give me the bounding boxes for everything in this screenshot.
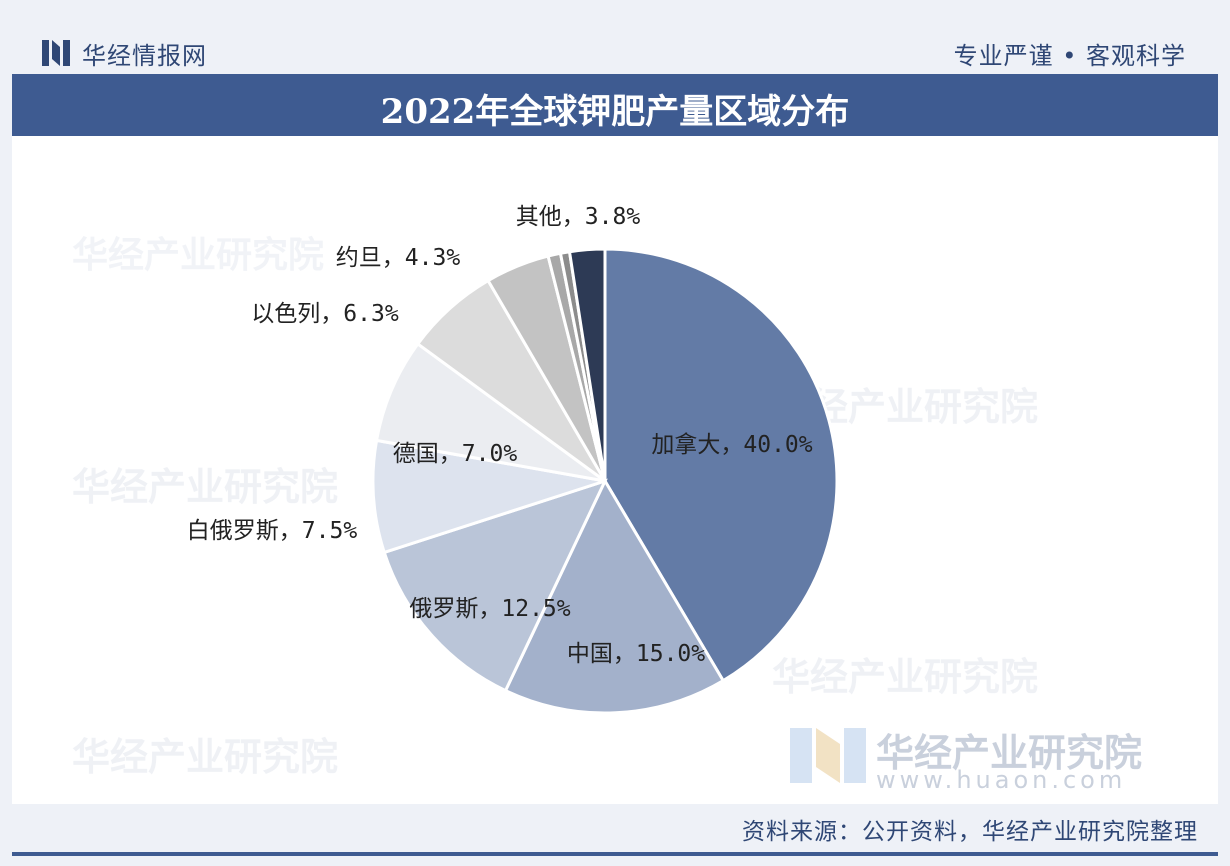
brand-name: 华经情报网 bbox=[82, 42, 207, 70]
pie-slice-3 bbox=[371, 438, 606, 555]
pie-label-4: 德国，7.0% bbox=[393, 441, 518, 467]
pie-label-5: 以色列，6.3% bbox=[251, 301, 399, 327]
watermark-logo-icon bbox=[790, 728, 866, 783]
pie-slice-4 bbox=[374, 341, 606, 483]
top-bar: 华经情报网 专业严谨 • 客观科学 bbox=[12, 18, 1218, 74]
pie-slice-0 bbox=[603, 247, 839, 683]
pie-label-2: 俄罗斯，12.5% bbox=[409, 596, 570, 622]
footer: 资料来源：公开资料，华经产业研究院整理 bbox=[12, 804, 1218, 850]
watermark-brand: 华经产业研究院 bbox=[876, 731, 1143, 775]
pie-label-3: 白俄罗斯，7.5% bbox=[187, 518, 358, 544]
source-note: 资料来源：公开资料，华经产业研究院整理 bbox=[742, 819, 1198, 845]
brand-logo-icon bbox=[42, 40, 70, 66]
pie-slice-2 bbox=[382, 478, 608, 693]
slogan: 专业严谨 • 客观科学 bbox=[953, 42, 1186, 70]
pie-label-6: 约旦，4.3% bbox=[336, 245, 461, 271]
bottom-rule bbox=[12, 852, 1218, 856]
watermark-url: www.huaon.com bbox=[876, 766, 1127, 794]
title-bar: 2022年全球钾肥产量区域分布 bbox=[12, 74, 1218, 136]
pie-label-1: 中国，15.0% bbox=[567, 641, 705, 667]
chart-title: 2022年全球钾肥产量区域分布 bbox=[380, 92, 850, 132]
pie-label-0: 加拿大，40.0% bbox=[651, 431, 812, 458]
pie-label-7: 其他，3.8% bbox=[516, 204, 641, 230]
pie-slice-1 bbox=[503, 477, 726, 715]
pie-slice-7-part-2 bbox=[567, 247, 607, 482]
